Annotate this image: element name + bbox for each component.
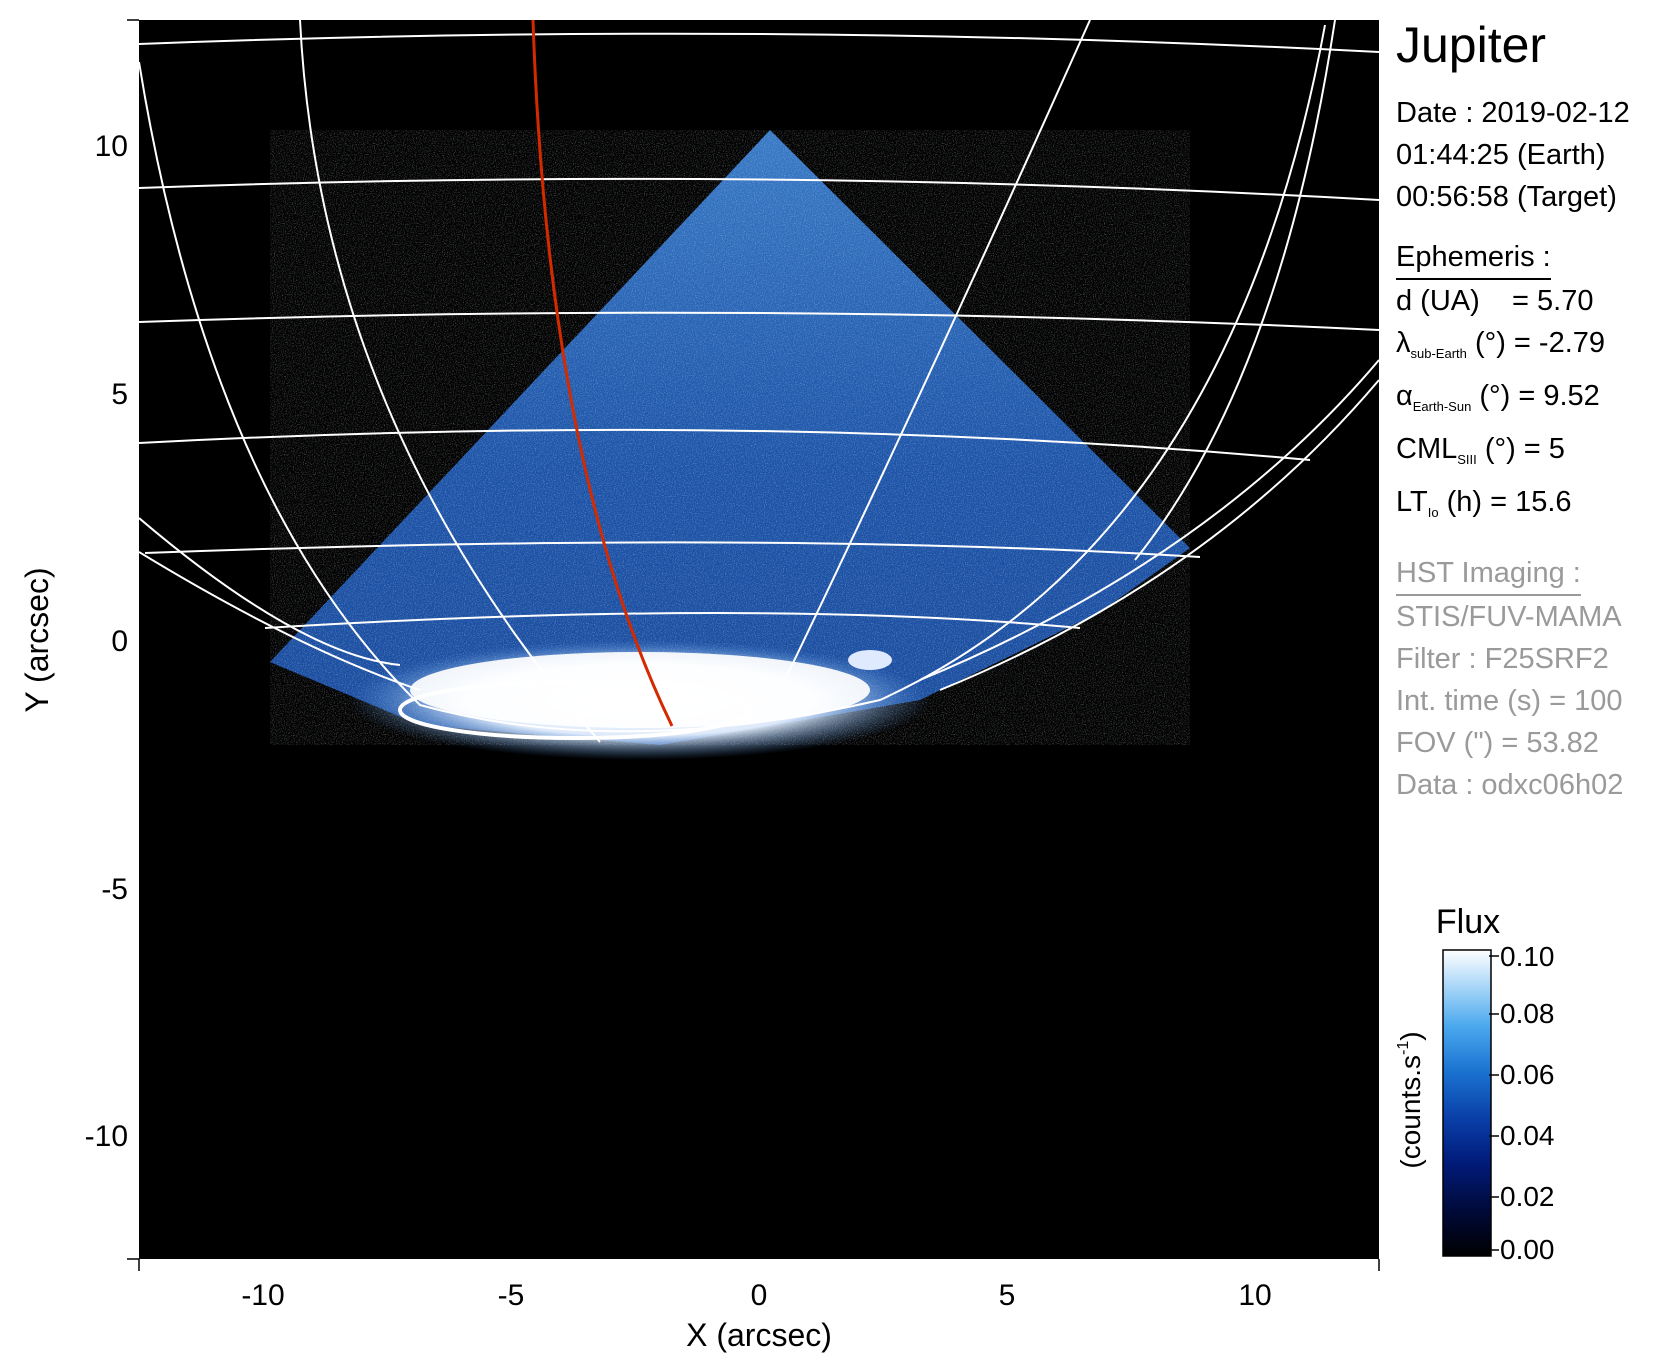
colorbar-tick-labels: 0.10 0.08 0.06 0.04 0.02 0.00	[1500, 941, 1555, 1265]
alpha-value: = 9.52	[1518, 380, 1600, 412]
y-tick-labels: 10 5 0 -5 -10	[85, 130, 128, 1153]
limb	[919, 359, 1379, 681]
colorbar-gradient	[1442, 949, 1492, 1257]
latitude-line	[139, 32, 1379, 53]
alpha-unit: (°)	[1479, 380, 1511, 412]
lambda-sub: sub-Earth	[1410, 346, 1467, 361]
y-tick-label: 10	[95, 130, 128, 163]
y-tick-label: 0	[111, 625, 128, 658]
cml-unit: (°)	[1484, 433, 1516, 465]
lt-unit: (h)	[1446, 486, 1483, 518]
hst-image	[139, 20, 1379, 1259]
lt-value: = 15.6	[1490, 486, 1572, 518]
latitude-line	[139, 311, 1379, 331]
latitude-line	[139, 177, 1379, 201]
colorbar: Flux 0.10 0.08 0.06 0.04 0.02 0.00 (coun…	[1395, 903, 1555, 1265]
ephemeris-cml: CMLSIII (°) = 5	[1396, 428, 1676, 481]
latitude-line	[144, 541, 1201, 558]
meridian	[299, 20, 601, 743]
cml-sub: SIII	[1457, 452, 1477, 467]
cone-noise	[270, 130, 1190, 745]
meridian	[1134, 20, 1336, 561]
x-tick-label: 10	[1238, 1279, 1271, 1312]
imaging-title: HST Imaging :	[1396, 552, 1581, 596]
limb	[139, 24, 1326, 733]
lt-sub: Io	[1427, 505, 1439, 520]
io-footprint-line	[531, 20, 674, 727]
y-tick-label: -5	[101, 873, 128, 906]
latitude-line	[139, 428, 1311, 461]
x-tick-label: 5	[999, 1279, 1016, 1312]
colorbar-unit-text: (counts.s	[1395, 1055, 1426, 1169]
imaging-section: HST Imaging : STIS/FUV-MAMA Filter : F25…	[1396, 534, 1676, 806]
imaging-data: Data : odxc06h02	[1396, 769, 1624, 801]
colorbar-unit-close: )	[1395, 1031, 1426, 1040]
imaging-fov: FOV (") = 53.82	[1396, 727, 1599, 759]
lambda-value: = -2.79	[1513, 327, 1606, 359]
x-tick-label: 0	[751, 1279, 768, 1312]
x-axis-label: X (arcsec)	[686, 1317, 832, 1353]
colorbar-tick-label: 0.06	[1500, 1059, 1555, 1090]
imaging-instrument: STIS/FUV-MAMA	[1396, 601, 1622, 633]
ephemeris-lambda: λsub-Earth (°) = -2.79	[1396, 322, 1676, 375]
ephemeris-lt: LTIo (h) = 15.6	[1396, 481, 1676, 534]
latitude-line	[264, 612, 1081, 629]
cml-symbol: CML	[1396, 433, 1458, 465]
colorbar-unit-label: (counts.s-1)	[1395, 1031, 1426, 1168]
colorbar-title: Flux	[1436, 903, 1500, 941]
y-axis-label: Y (arcsec)	[19, 567, 55, 712]
meridian	[779, 20, 1091, 691]
colorbar-tick-label: 0.08	[1500, 998, 1555, 1029]
date-line: Date : 2019-02-12	[1396, 97, 1630, 129]
ephemeris-alpha: αEarth-Sun (°) = 9.52	[1396, 375, 1676, 428]
cml-value: = 5	[1523, 433, 1565, 465]
planet-name: Jupiter	[1396, 17, 1547, 73]
colorbar-tick-label: 0.04	[1500, 1120, 1555, 1151]
ephemeris-title: Ephemeris :	[1396, 236, 1551, 280]
aurora-core	[410, 652, 870, 728]
colorbar-tick-label: 0.00	[1500, 1234, 1555, 1265]
lambda-unit: (°)	[1474, 327, 1506, 359]
latitude-line	[139, 551, 421, 691]
info-panel: Jupiter Date : 2019-02-12 01:44:25 (Eart…	[1396, 12, 1676, 806]
planet-grid	[139, 20, 1379, 743]
imaging-filter: Filter : F25SRF2	[1396, 643, 1609, 675]
ephemeris-distance: d (UA) = 5.70	[1396, 280, 1676, 322]
lt-symbol: LT	[1396, 486, 1428, 518]
x-tick-label: -5	[498, 1279, 525, 1312]
axis-ticks	[127, 19, 1380, 1271]
earth-time: 01:44:25 (Earth)	[1396, 139, 1606, 171]
colorbar-tick-label: 0.10	[1500, 941, 1555, 972]
distance-label: d (UA)	[1396, 285, 1480, 317]
y-tick-label: -10	[85, 1120, 128, 1153]
latitude-line	[139, 517, 401, 666]
distance-value: = 5.70	[1512, 285, 1594, 317]
imaging-int-time: Int. time (s) = 100	[1396, 685, 1623, 717]
alpha-symbol: α	[1396, 380, 1413, 412]
target-time: 00:56:58 (Target)	[1396, 181, 1617, 213]
aurora-spot	[848, 650, 892, 670]
lambda-symbol: λ	[1396, 327, 1411, 359]
colorbar-ticks	[1489, 955, 1499, 1251]
x-tick-labels: -10 -5 0 5 10	[241, 1279, 1271, 1312]
colorbar-unit-sup: -1	[1395, 1041, 1412, 1055]
x-tick-label: -10	[241, 1279, 284, 1312]
colorbar-tick-label: 0.02	[1500, 1181, 1555, 1212]
y-tick-label: 5	[111, 378, 128, 411]
aurora-oval	[398, 680, 752, 740]
alpha-sub: Earth-Sun	[1412, 399, 1472, 414]
limb	[939, 379, 1379, 691]
